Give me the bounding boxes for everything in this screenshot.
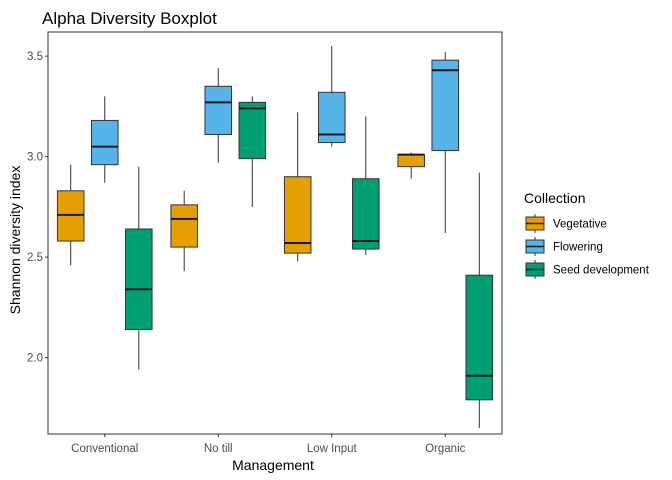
- box-flowering: [431, 52, 460, 233]
- legend-label: Flowering: [553, 242, 603, 254]
- legend-item: Vegetative: [525, 214, 607, 233]
- x-tick-label: Conventional: [71, 443, 138, 455]
- y-tick-label: 3.5: [27, 51, 43, 63]
- box-body: [283, 176, 312, 254]
- box-seed-development: [352, 116, 380, 256]
- plot-area: 2.0 2.5 3.0 3.5 Conventional No till Low Input…: [27, 31, 503, 455]
- box-body: [204, 85, 233, 136]
- x-tick-label: No till: [204, 443, 233, 455]
- x-tick-label: Low Input: [307, 443, 358, 455]
- box-body: [352, 178, 380, 250]
- box-seed-development: [238, 96, 267, 207]
- box-body: [431, 59, 460, 152]
- x-axis-title: Management: [232, 457, 314, 473]
- legend-title: Collection: [524, 190, 585, 206]
- box-flowering: [204, 68, 233, 163]
- box-body: [56, 190, 85, 242]
- box-body: [238, 101, 267, 160]
- legend-item: Flowering: [525, 237, 603, 256]
- box-vegetative: [283, 112, 312, 262]
- box-vegetative: [170, 190, 198, 272]
- box-body: [397, 154, 425, 168]
- legend-item: Seed development: [525, 260, 650, 279]
- box-flowering: [90, 96, 119, 183]
- x-tick-label: Organic: [425, 443, 466, 455]
- y-tick-label: 2.5: [27, 252, 43, 264]
- box-vegetative: [56, 164, 85, 266]
- y-axis-title: Shannon diversity index: [7, 166, 23, 315]
- chart-title: Alpha Diversity Boxplot: [42, 9, 217, 28]
- legend: Vegetative Flowering Seed development: [525, 214, 650, 279]
- box-body: [125, 228, 153, 330]
- box-flowering: [317, 46, 346, 147]
- box-seed-development: [465, 172, 494, 428]
- legend-label: Seed development: [553, 265, 650, 277]
- box-body: [90, 119, 119, 166]
- box-vegetative: [397, 152, 425, 179]
- box-seed-development: [125, 166, 153, 370]
- y-tick-label: 3.0: [27, 152, 43, 164]
- panel-border: [47, 31, 503, 435]
- legend-label: Vegetative: [553, 219, 607, 231]
- y-tick-label: 2.0: [27, 353, 43, 365]
- box-body: [465, 274, 494, 401]
- box-body: [170, 204, 198, 248]
